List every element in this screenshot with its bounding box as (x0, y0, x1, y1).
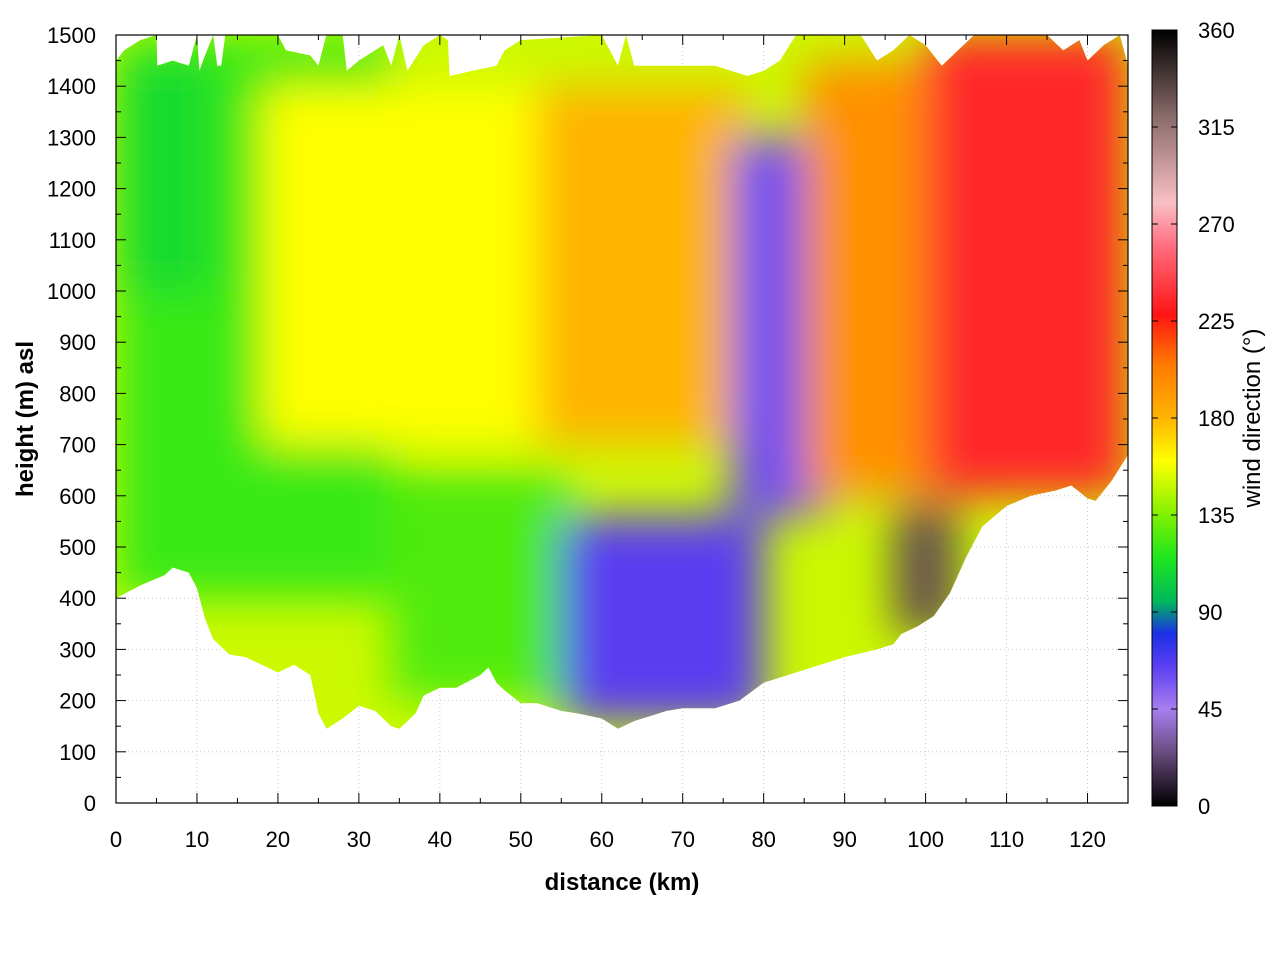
colorbar-tick-label: 225 (1198, 309, 1235, 334)
region-central-orange (536, 86, 748, 445)
x-tick-label: 100 (907, 827, 944, 852)
region-central-yellow (261, 86, 562, 445)
y-tick-label: 800 (59, 381, 96, 406)
y-tick-label: 0 (84, 791, 96, 816)
x-tick-label: 120 (1069, 827, 1106, 852)
y-tick-label: 1500 (47, 23, 96, 48)
y-tick-label: 100 (59, 740, 96, 765)
colorbar-tick-label: 270 (1198, 212, 1235, 237)
x-axis: 0 10 20 30 40 50 60 70 80 90 100 110 120 (110, 35, 1106, 852)
x-tick-label: 60 (590, 827, 614, 852)
colorbar-tick-label: 315 (1198, 115, 1235, 140)
colorbar-ticks: 0 45 90 135 180 225 270 315 360 (1152, 18, 1235, 819)
colorbar-tick-label: 180 (1198, 406, 1235, 431)
y-axis-title: height (m) asl (12, 341, 39, 497)
colorbar-tick-label: 360 (1198, 18, 1235, 43)
x-tick-label: 30 (347, 827, 371, 852)
region-blue-core (561, 516, 764, 722)
colorbar-tick-label: 0 (1198, 794, 1210, 819)
region-east-dark (893, 506, 958, 635)
x-tick-label: 10 (185, 827, 209, 852)
y-tick-label: 1000 (47, 279, 96, 304)
colorbar-title: wind direction (°) (1239, 329, 1266, 509)
x-tick-label: 90 (832, 827, 856, 852)
x-tick-label: 50 (509, 827, 533, 852)
y-tick-label: 900 (59, 330, 96, 355)
y-tick-label: 1100 (49, 228, 96, 253)
y-tick-label: 1200 (47, 177, 96, 202)
region-east-red (925, 35, 1128, 496)
y-axis: 0 100 200 300 400 500 600 700 800 900 1000 1100 1200… (47, 23, 1128, 816)
y-tick-label: 1300 (47, 125, 96, 150)
x-tick-label: 80 (751, 827, 775, 852)
x-tick-label: 70 (670, 827, 694, 852)
colorbar-tick-label: 135 (1198, 503, 1235, 528)
region-east-orange (804, 60, 926, 496)
region-west-upper-green (116, 60, 214, 291)
x-axis-title: distance (km) (545, 869, 700, 896)
y-tick-label: 400 (59, 586, 96, 611)
y-tick-label: 700 (59, 433, 96, 458)
colorbar-tick-label: 90 (1198, 600, 1222, 625)
y-tick-label: 500 (59, 535, 96, 560)
y-tick-label: 600 (59, 484, 96, 509)
x-tick-label: 40 (428, 827, 452, 852)
y-tick-label: 300 (59, 637, 96, 662)
y-tick-label: 1400 (47, 74, 96, 99)
region-mid-green (391, 470, 570, 701)
y-tick-label: 200 (59, 689, 96, 714)
x-tick-label: 20 (266, 827, 290, 852)
x-tick-label: 110 (989, 827, 1024, 852)
colorbar: 0 45 90 135 180 225 270 315 360 wind direction (… (1151, 18, 1266, 819)
x-tick-label: 0 (110, 827, 122, 852)
colorbar-tick-label: 45 (1198, 697, 1222, 722)
wind-field (116, 35, 1128, 729)
